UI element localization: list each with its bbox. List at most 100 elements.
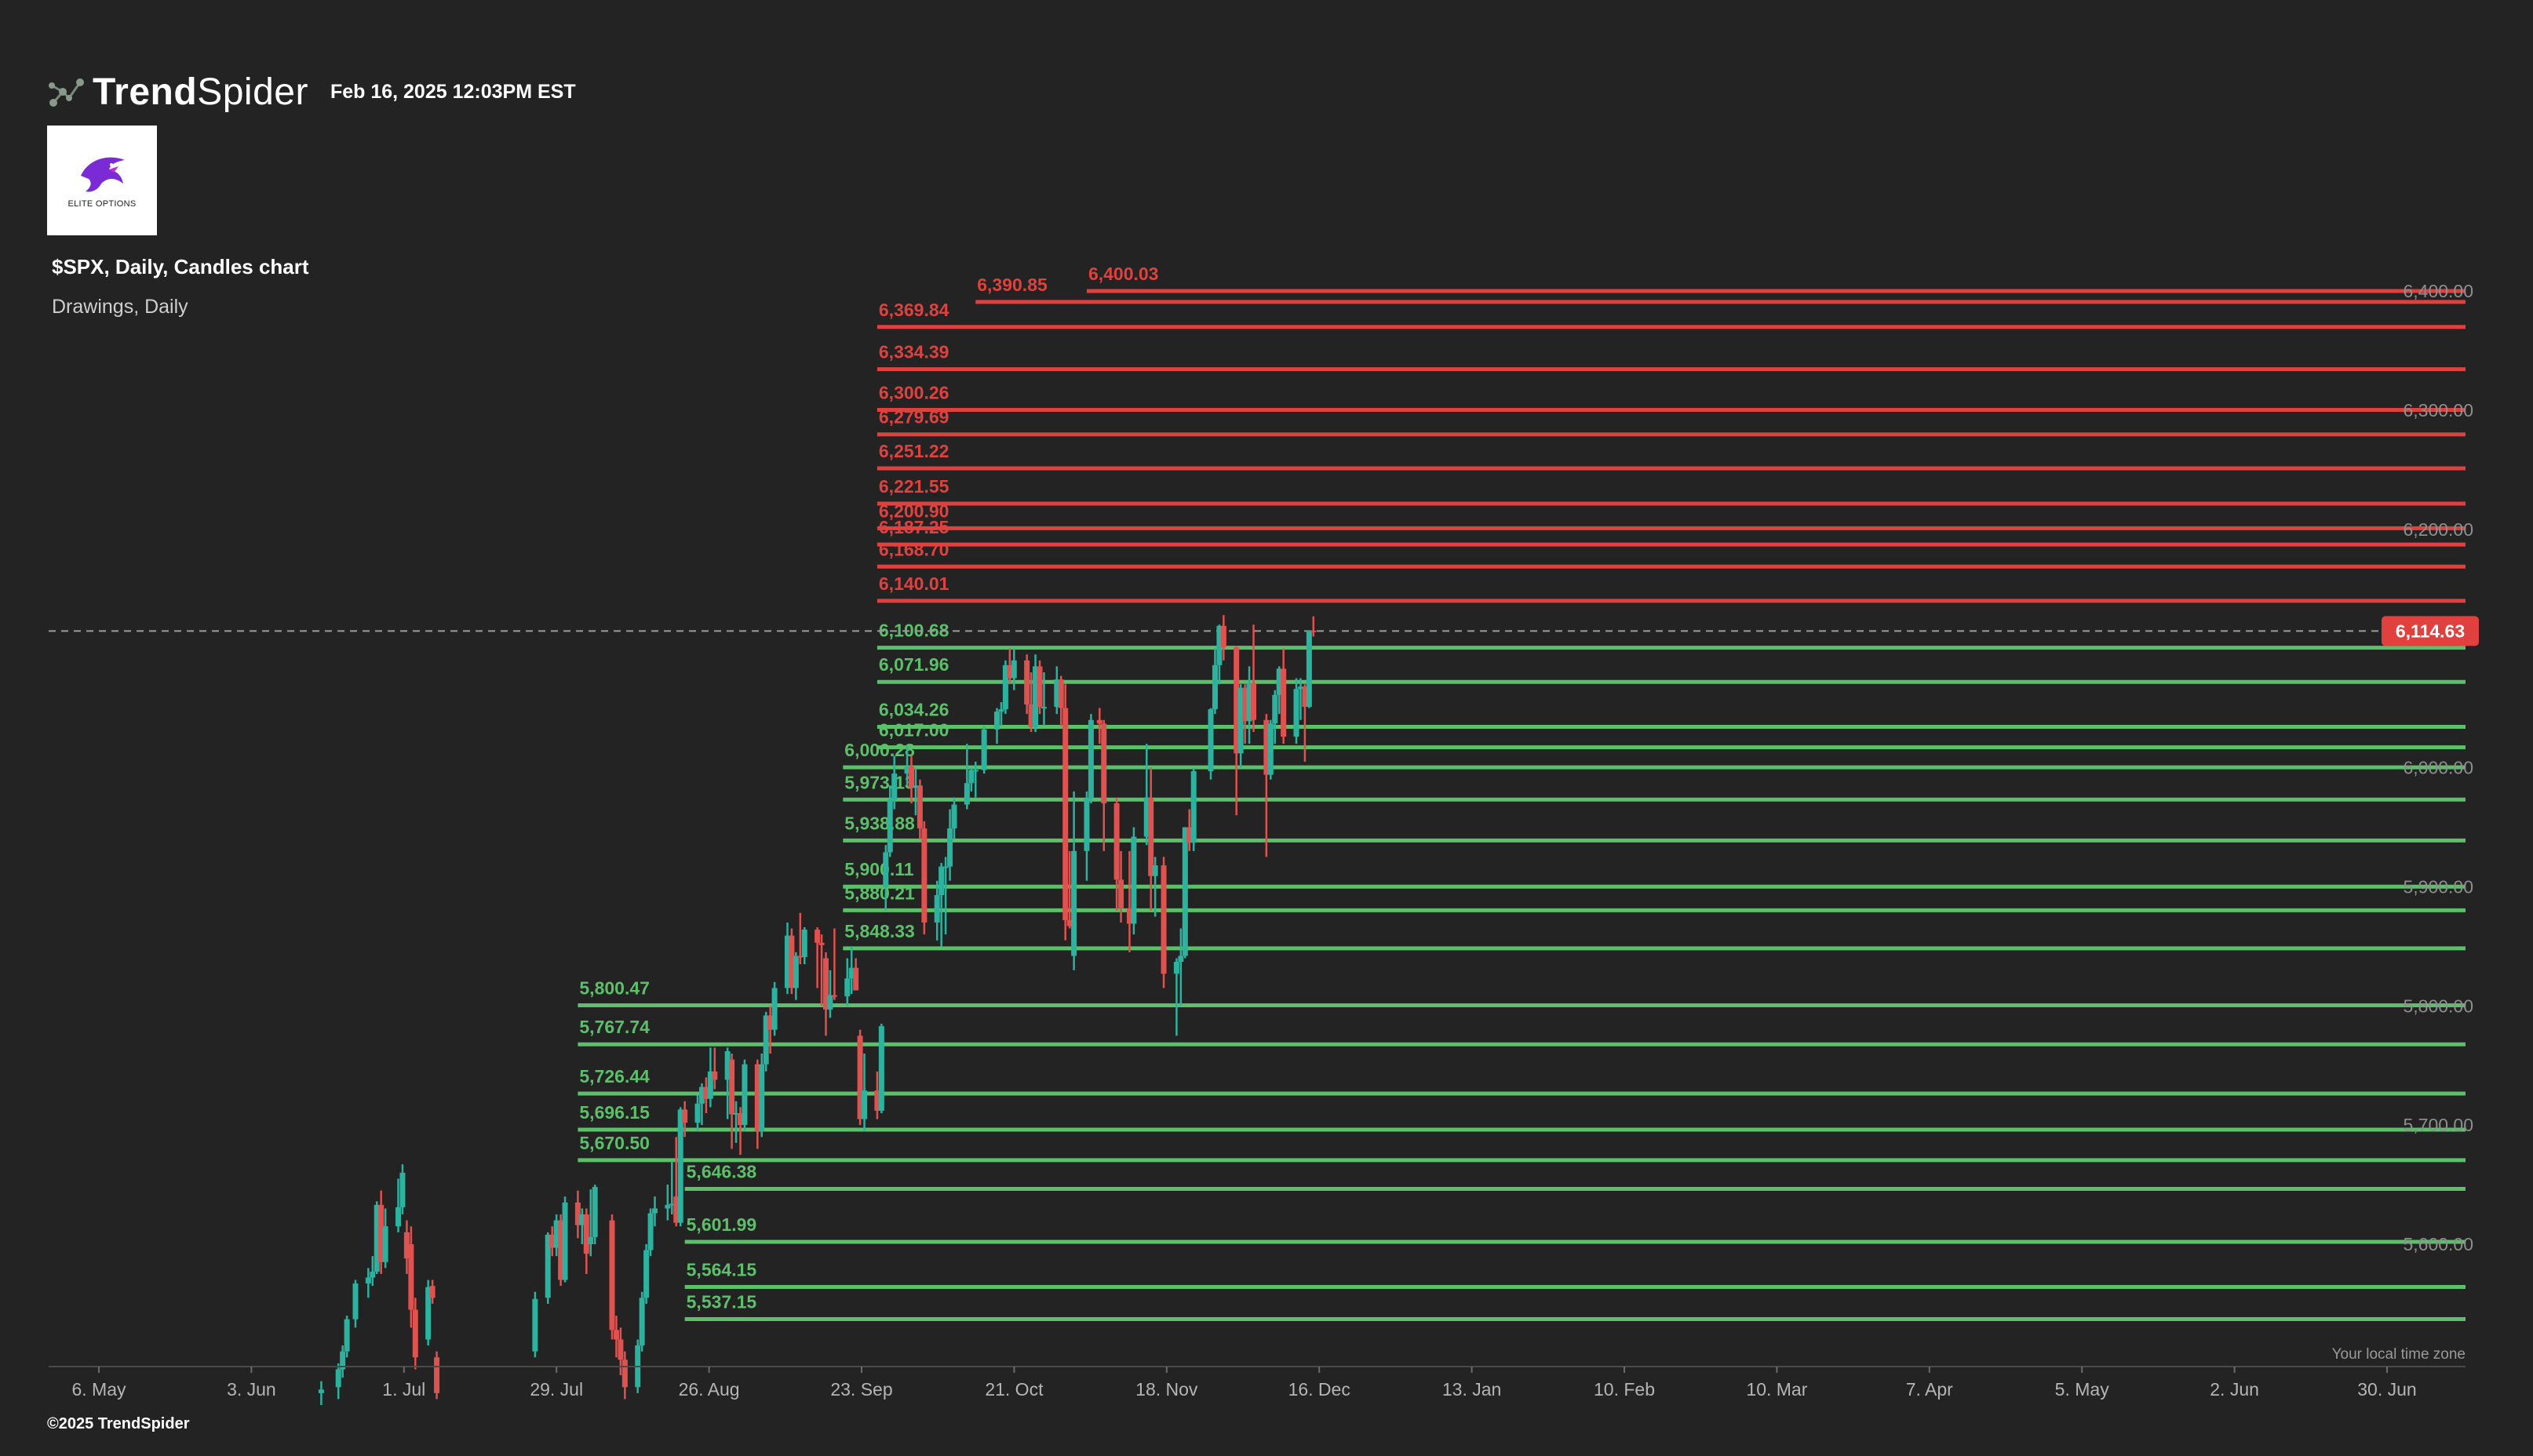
candle-body bbox=[921, 828, 928, 923]
candle-body bbox=[1306, 630, 1312, 708]
candle-body bbox=[1071, 850, 1077, 956]
candle-body bbox=[904, 766, 910, 774]
candle-body bbox=[673, 1196, 680, 1223]
candle-body bbox=[1113, 803, 1120, 880]
candle-body bbox=[553, 1220, 559, 1248]
candle-body bbox=[934, 895, 940, 923]
brand-name-bold: Trend bbox=[93, 71, 198, 113]
support-level-label: 5,800.47 bbox=[579, 978, 650, 999]
candle-body bbox=[378, 1204, 385, 1262]
support-level-label: 6,034.26 bbox=[879, 699, 949, 719]
y-axis: 6,400.00 6,300.00 6,200.00 6,000.00 5,900.00… bbox=[2403, 281, 2473, 1254]
candle-body bbox=[724, 1050, 731, 1080]
candle-body bbox=[639, 1298, 645, 1346]
candle-body bbox=[588, 1236, 594, 1244]
candle-body bbox=[574, 1202, 581, 1225]
candle-body bbox=[609, 1220, 615, 1330]
candle-body bbox=[1148, 797, 1154, 876]
drawings-label[interactable]: Drawings, Daily bbox=[52, 296, 188, 318]
candle-body bbox=[1293, 689, 1299, 737]
candle-body bbox=[771, 988, 778, 1030]
candle-body bbox=[1011, 660, 1017, 679]
candle-body bbox=[883, 852, 889, 887]
support-level-label: 6,071.96 bbox=[879, 654, 949, 675]
candle-body bbox=[669, 1203, 675, 1206]
candle-body bbox=[815, 930, 821, 943]
candle-body bbox=[434, 1357, 440, 1393]
candle-body bbox=[1041, 707, 1047, 709]
resistance-level-label: 6,187.25 bbox=[879, 517, 949, 537]
candle-body bbox=[1058, 679, 1064, 708]
candle-body bbox=[412, 1309, 418, 1358]
support-level-label: 5,767.74 bbox=[579, 1017, 650, 1037]
candle-body bbox=[1182, 827, 1188, 956]
y-tick-label: 6,300.00 bbox=[2403, 400, 2473, 420]
candle-body bbox=[1237, 687, 1244, 754]
candle-body bbox=[1126, 908, 1132, 924]
candle-body bbox=[1037, 666, 1043, 708]
x-tick-label: 10. Mar bbox=[1746, 1379, 1807, 1400]
candle-body bbox=[1272, 694, 1278, 724]
candle-body bbox=[1118, 879, 1124, 908]
candle-body bbox=[374, 1204, 380, 1272]
candle-body bbox=[1066, 919, 1073, 926]
candle-body bbox=[823, 958, 829, 1010]
candle-body bbox=[318, 1389, 324, 1393]
candle-body bbox=[742, 1064, 748, 1126]
candle-body bbox=[399, 1172, 406, 1207]
candle-body bbox=[994, 712, 1000, 730]
candle-body bbox=[677, 1109, 683, 1223]
resistance-level-label: 6,200.90 bbox=[879, 500, 949, 521]
x-tick-label: 1. Jul bbox=[382, 1379, 425, 1400]
support-level-label: 6,100.68 bbox=[879, 621, 949, 641]
candle-body bbox=[545, 1234, 551, 1298]
candle-body bbox=[981, 729, 987, 770]
support-level-label: 5,880.21 bbox=[844, 883, 915, 903]
support-level-label: 5,726.44 bbox=[579, 1066, 650, 1087]
support-level-label: 5,564.15 bbox=[687, 1259, 757, 1279]
candle-body bbox=[382, 1226, 388, 1262]
candle-body bbox=[1234, 647, 1240, 754]
support-level-label: 6,000.28 bbox=[844, 740, 915, 760]
candle-body bbox=[947, 828, 953, 867]
resistance-level-label: 6,279.69 bbox=[879, 407, 949, 428]
candle-body bbox=[801, 930, 807, 957]
copyright: ©2025 TrendSpider bbox=[47, 1415, 190, 1432]
resistance-level-label: 6,369.84 bbox=[879, 300, 949, 320]
candle-body bbox=[558, 1220, 564, 1280]
x-tick-label: 23. Sep bbox=[830, 1379, 892, 1400]
candle-body bbox=[1143, 797, 1150, 837]
candle-body bbox=[1007, 664, 1013, 679]
candle-body bbox=[1242, 687, 1248, 722]
x-tick-label: 29. Jul bbox=[530, 1379, 583, 1400]
candle-body bbox=[1186, 827, 1193, 843]
candle-body bbox=[797, 956, 804, 958]
candle-body bbox=[395, 1207, 401, 1227]
candle-body bbox=[370, 1271, 376, 1278]
candle-body bbox=[767, 1015, 774, 1030]
candle-body bbox=[1084, 798, 1090, 851]
candle-body bbox=[874, 1090, 880, 1111]
candle-body bbox=[733, 1112, 739, 1115]
candle-body bbox=[1028, 704, 1034, 727]
x-tick-label: 21. Oct bbox=[985, 1379, 1044, 1400]
brand-name: TrendSpider bbox=[93, 71, 308, 114]
x-tick-label: 6. May bbox=[71, 1379, 126, 1400]
support-level-label: 5,938.88 bbox=[844, 813, 915, 833]
timestamp: Feb 16, 2025 12:03PM EST bbox=[330, 80, 576, 103]
candle-body bbox=[583, 1214, 589, 1254]
candle-body bbox=[562, 1202, 568, 1280]
candle-body bbox=[682, 1109, 688, 1123]
candle-body bbox=[665, 1204, 671, 1209]
candle-body bbox=[429, 1286, 436, 1298]
candle-body bbox=[1251, 682, 1256, 720]
current-price: 6,114.63 bbox=[2382, 616, 2479, 646]
support-level-label: 5,848.33 bbox=[844, 921, 915, 941]
candle-body bbox=[844, 978, 851, 997]
candle-body bbox=[818, 942, 825, 945]
candle-body bbox=[1246, 682, 1252, 722]
candle-body bbox=[1161, 865, 1167, 974]
elite-options-logo: ELITE OPTIONS bbox=[47, 126, 157, 235]
candle-body bbox=[857, 1036, 863, 1119]
